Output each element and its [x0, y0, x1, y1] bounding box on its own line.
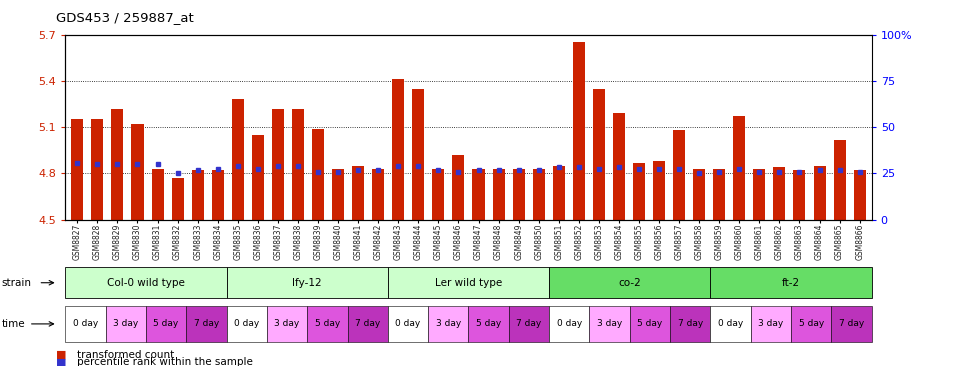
Text: 3 day: 3 day — [436, 320, 461, 328]
Text: 3 day: 3 day — [113, 320, 138, 328]
Text: Ler wild type: Ler wild type — [435, 278, 502, 288]
Bar — [833, 139, 846, 220]
Bar — [573, 42, 585, 220]
Bar — [452, 155, 465, 220]
Text: 5 day: 5 day — [799, 320, 824, 328]
Text: 0 day: 0 day — [718, 320, 743, 328]
Bar — [192, 170, 204, 220]
Bar — [393, 79, 404, 220]
Text: lfy-12: lfy-12 — [293, 278, 322, 288]
Text: 5 day: 5 day — [154, 320, 179, 328]
Text: 3 day: 3 day — [275, 320, 300, 328]
Text: 7 day: 7 day — [678, 320, 703, 328]
Text: percentile rank within the sample: percentile rank within the sample — [77, 357, 252, 366]
Bar — [312, 129, 324, 220]
Bar — [774, 167, 785, 220]
Bar — [292, 109, 304, 220]
Bar — [553, 166, 564, 220]
Bar — [272, 109, 284, 220]
Bar — [132, 124, 143, 220]
Bar — [713, 169, 725, 220]
Bar — [593, 89, 605, 220]
Text: 7 day: 7 day — [194, 320, 219, 328]
Bar — [754, 169, 765, 220]
Bar — [673, 130, 685, 220]
Bar — [653, 161, 665, 220]
Text: 5 day: 5 day — [315, 320, 340, 328]
Text: 7 day: 7 day — [516, 320, 541, 328]
Text: 3 day: 3 day — [597, 320, 622, 328]
Bar — [332, 169, 344, 220]
Text: 0 day: 0 day — [73, 320, 98, 328]
Text: 5 day: 5 day — [476, 320, 501, 328]
Bar — [231, 100, 244, 220]
Text: GDS453 / 259887_at: GDS453 / 259887_at — [56, 11, 193, 24]
Bar — [91, 119, 104, 220]
Text: 3 day: 3 day — [758, 320, 783, 328]
Bar — [693, 169, 706, 220]
Text: 0 day: 0 day — [396, 320, 420, 328]
Text: transformed count: transformed count — [77, 350, 174, 360]
Text: 7 day: 7 day — [355, 320, 380, 328]
Bar — [71, 119, 84, 220]
Text: 0 day: 0 day — [557, 320, 582, 328]
Bar — [252, 135, 264, 220]
Bar — [212, 170, 224, 220]
Bar — [412, 89, 424, 220]
Bar — [633, 163, 645, 220]
Text: co-2: co-2 — [618, 278, 641, 288]
Text: Col-0 wild type: Col-0 wild type — [107, 278, 185, 288]
Text: 5 day: 5 day — [637, 320, 662, 328]
Bar — [432, 169, 444, 220]
Bar — [733, 116, 745, 220]
Text: ■: ■ — [56, 350, 66, 360]
Bar — [111, 109, 124, 220]
Bar — [813, 166, 826, 220]
Bar — [372, 169, 384, 220]
Bar — [533, 169, 544, 220]
Text: 0 day: 0 day — [234, 320, 259, 328]
Bar — [172, 178, 183, 220]
Bar — [472, 169, 485, 220]
Text: ft-2: ft-2 — [782, 278, 800, 288]
Text: 7 day: 7 day — [839, 320, 864, 328]
Text: ■: ■ — [56, 357, 66, 366]
Text: strain: strain — [2, 278, 32, 288]
Bar — [794, 170, 805, 220]
Bar — [853, 170, 866, 220]
Bar — [152, 169, 163, 220]
Bar — [352, 166, 364, 220]
Bar — [612, 113, 625, 220]
Bar — [492, 169, 505, 220]
Text: time: time — [2, 319, 26, 329]
Bar — [513, 169, 525, 220]
